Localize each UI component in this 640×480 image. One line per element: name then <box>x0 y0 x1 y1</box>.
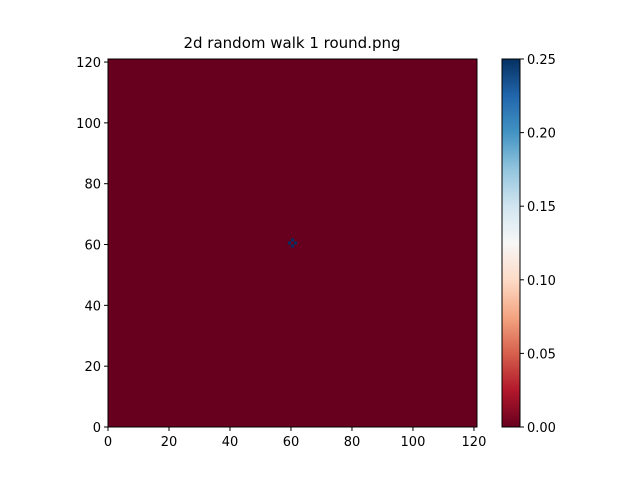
x-tick-label: 120 <box>462 435 487 450</box>
colorbar-tick-label: 0.10 <box>527 274 556 289</box>
y-axis: 0 20 40 60 80 100 120 <box>76 56 108 436</box>
colorbar-gradient <box>502 59 520 427</box>
chart-title: 2d random walk 1 round.png <box>183 34 400 52</box>
heatmap-cell <box>294 241 298 245</box>
colorbar-tick-label: 0.20 <box>527 127 556 142</box>
heatmap-cell <box>290 238 295 242</box>
x-tick-label: 100 <box>401 435 426 450</box>
colorbar-tick-label: 0.05 <box>527 347 556 362</box>
x-tick-label: 80 <box>344 435 361 450</box>
plot-frame <box>107 58 478 428</box>
colorbar-tick-label: 0.25 <box>527 53 556 68</box>
y-tick-label: 100 <box>76 117 101 132</box>
heatmap-cell <box>287 241 291 245</box>
x-axis: 0 20 40 60 80 100 120 <box>104 427 487 450</box>
x-tick-label: 40 <box>222 435 239 450</box>
y-tick-label: 120 <box>76 56 101 71</box>
colorbar-frame <box>501 58 521 428</box>
colorbar: 0.00 0.05 0.10 0.15 0.20 0.25 <box>501 53 556 436</box>
x-tick-label: 60 <box>283 435 300 450</box>
heatmap-cell <box>290 244 295 248</box>
y-tick-label: 80 <box>84 178 101 193</box>
heatmap-plot-area <box>107 58 478 428</box>
colorbar-tick-label: 0.00 <box>527 421 556 436</box>
x-tick-label: 0 <box>104 435 112 450</box>
x-tick-label: 20 <box>161 435 178 450</box>
colorbar-tick-label: 0.15 <box>527 200 556 215</box>
y-tick-label: 20 <box>84 360 101 375</box>
y-tick-label: 0 <box>93 421 101 436</box>
y-tick-label: 40 <box>84 299 101 314</box>
y-tick-label: 60 <box>84 239 101 254</box>
heatmap-background <box>108 59 477 427</box>
